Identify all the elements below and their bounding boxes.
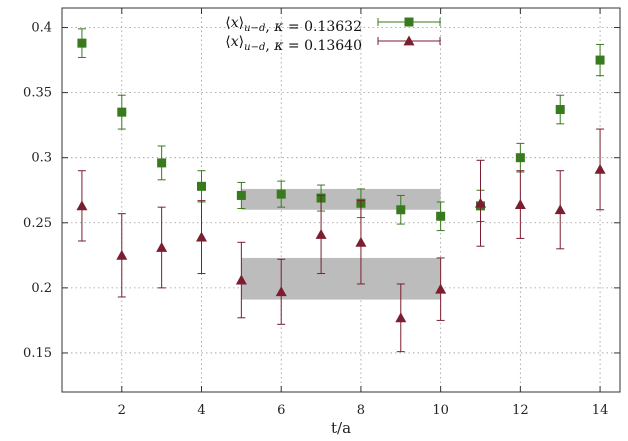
series-layer [76, 28, 606, 353]
triangle-marker [475, 197, 486, 208]
x-tick-label: 10 [432, 403, 449, 418]
legend-text-part: , [265, 38, 274, 54]
square-marker [396, 205, 406, 215]
y-tick-label: 0.4 [31, 21, 52, 36]
data-point [235, 241, 247, 319]
data-point [514, 170, 526, 239]
fit-band-series-2 [241, 257, 441, 300]
legend-text-part: x [231, 34, 239, 50]
data-point [275, 258, 287, 325]
square-marker [436, 211, 446, 221]
square-marker [276, 189, 286, 199]
triangle-marker [514, 199, 526, 209]
x-tick-label: 4 [197, 403, 205, 418]
square-marker [77, 38, 87, 48]
legend-text-part: κ [273, 19, 283, 35]
data-point [236, 181, 246, 209]
legend-text-part: κ [273, 38, 283, 54]
data-point [436, 201, 446, 232]
plot-frame [61, 7, 621, 393]
legend-text-part: , [265, 19, 274, 35]
data-point [435, 257, 447, 321]
data-point [156, 206, 168, 289]
triangle-marker [315, 228, 327, 239]
triangle-marker [196, 231, 207, 242]
y-tick-label: 0.15 [23, 346, 52, 361]
x-tick-label: 8 [357, 403, 365, 418]
data-point [197, 170, 206, 203]
data-point [396, 194, 406, 225]
square-marker [236, 190, 246, 200]
legend-text-part: ⟩ [239, 34, 244, 50]
square-marker [555, 105, 565, 115]
triangle-marker [355, 236, 367, 247]
data-point [515, 142, 525, 173]
triangle-marker [76, 200, 88, 211]
data-point [116, 213, 128, 298]
data-point [555, 94, 565, 125]
legend-text-part: ⟨ [225, 15, 230, 31]
series-2 [76, 128, 606, 353]
data-point [196, 200, 207, 275]
legend-text-part: ⟩ [239, 15, 244, 31]
legend-text-part: ⟨ [225, 34, 230, 50]
x-axis-label: t/a [331, 419, 351, 437]
square-marker [595, 55, 605, 65]
square-marker [117, 107, 127, 117]
data-point [594, 128, 606, 211]
legend: ⟨x⟩u−d, κ = 0.13632⟨x⟩u−d, κ = 0.13640 [225, 15, 441, 54]
data-point [157, 145, 167, 181]
data-point [276, 180, 286, 208]
data-point [475, 159, 486, 247]
triangle-marker [594, 163, 606, 174]
triangle-marker [235, 274, 247, 285]
x-tick-label: 6 [277, 403, 285, 418]
triangle-marker [275, 286, 287, 297]
square-marker [197, 181, 206, 191]
y-tick-label: 0.35 [23, 86, 52, 101]
triangle-marker [116, 249, 128, 260]
y-tick-label: 0.3 [31, 151, 52, 166]
data-point [315, 194, 327, 275]
x-tick-label: 14 [592, 403, 609, 418]
triangle-marker [395, 312, 407, 323]
y-tick-label: 0.2 [31, 281, 52, 296]
legend-text-part: u−d [244, 42, 265, 53]
triangle-marker [156, 242, 168, 252]
legend-label-series-1: ⟨x⟩u−d, κ = 0.13632 [225, 15, 362, 35]
data-point [595, 43, 605, 77]
data-point [355, 200, 367, 285]
y-tick-label: 0.25 [23, 216, 52, 231]
fit-bands [241, 188, 441, 300]
legend-text-part: = 0.13640 [283, 38, 362, 54]
legend-text-part: = 0.13632 [283, 19, 362, 35]
axis-ticks: 2 4 6 8 10 12 14 0.15 0.2 0.25 0.3 0.35 0.4 [23, 8, 620, 418]
square-marker [515, 153, 525, 163]
triangle-marker [554, 204, 566, 215]
square-marker [157, 158, 167, 168]
data-point [395, 283, 407, 353]
fit-band-series-1 [241, 188, 441, 210]
legend-square-marker [404, 17, 414, 27]
legend-text-part: u−d [244, 23, 265, 34]
data-point [554, 170, 566, 250]
data-point [77, 28, 87, 58]
x-tick-label: 2 [118, 403, 126, 418]
data-point [117, 94, 127, 130]
legend-triangle-marker [403, 35, 415, 46]
legend-text-part: x [231, 15, 239, 31]
data-point [76, 170, 88, 242]
x-tick-label: 12 [512, 403, 529, 418]
legend-label-series-2: ⟨x⟩u−d, κ = 0.13640 [225, 34, 362, 54]
triangle-marker [435, 283, 447, 294]
